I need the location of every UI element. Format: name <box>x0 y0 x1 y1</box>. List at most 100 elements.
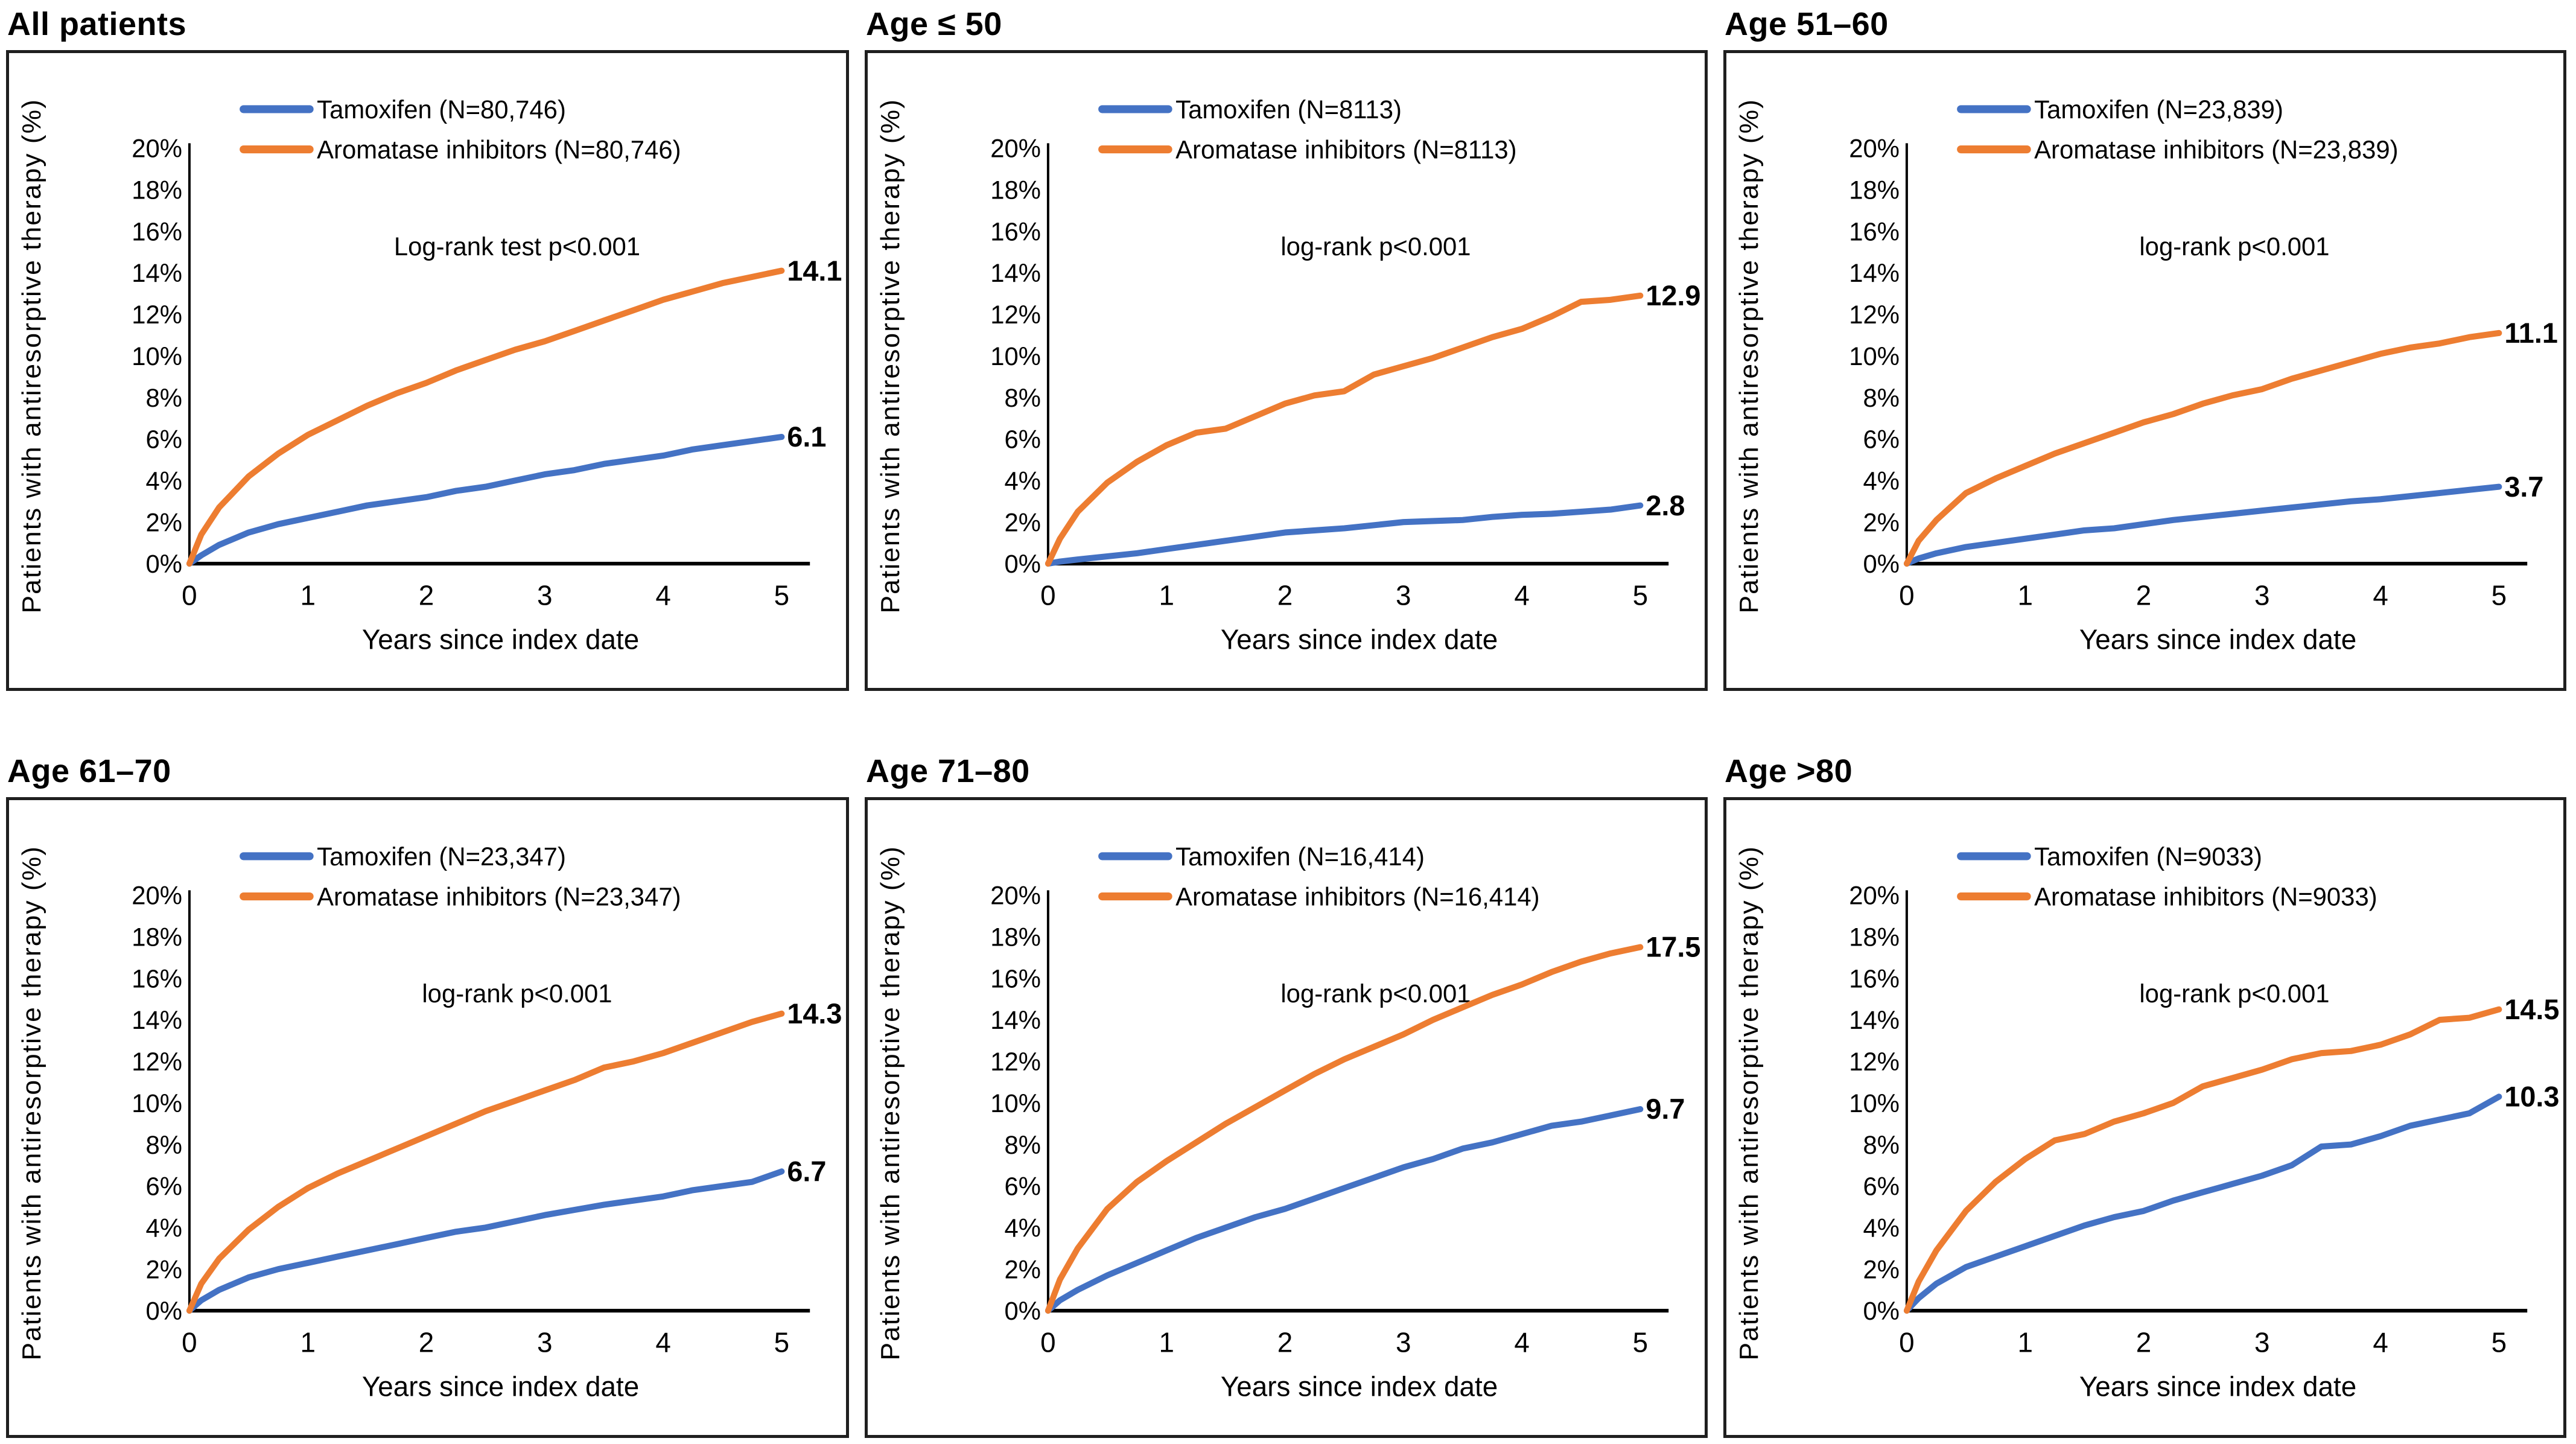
y-tick-label: 4% <box>1004 466 1040 495</box>
y-axis-title: Patients with antiresorptive therapy (%) <box>1734 98 1764 613</box>
x-tick-label: 3 <box>2254 579 2269 611</box>
x-tick-label: 3 <box>1396 579 1411 611</box>
x-tick-label: 5 <box>774 579 789 611</box>
y-tick-label: 2% <box>145 1255 182 1283</box>
y-tick-label: 20% <box>132 134 182 162</box>
curve-aromatase_inhibitors <box>186 267 785 567</box>
panel-title: Age 71–80 <box>866 753 1030 789</box>
x-tick-label: 0 <box>1040 579 1055 611</box>
plot-box: Patients with antiresorptive therapy (%)… <box>6 797 849 1438</box>
end-value-label-aromatase_inhibitors: 14.1 <box>787 254 842 286</box>
y-tick-label: 4% <box>145 466 182 495</box>
legend-label-tamoxifen: Tamoxifen (N=8113) <box>1175 95 1402 123</box>
y-tick-label: 8% <box>145 383 182 412</box>
plot-svg: Patients with antiresorptive therapy (%)… <box>876 95 1700 655</box>
legend-label-aromatase_inhibitors: Aromatase inhibitors (N=23,839) <box>2034 135 2398 164</box>
y-tick-label: 8% <box>1863 383 1899 412</box>
legend-label-tamoxifen: Tamoxifen (N=23,347) <box>317 842 566 870</box>
x-tick-label: 0 <box>182 1326 197 1358</box>
y-tick-label: 16% <box>1849 217 1900 246</box>
y-tick-label: 12% <box>132 300 182 328</box>
y-tick-label: 2% <box>1004 508 1040 536</box>
y-tick-label: 4% <box>1863 1213 1899 1242</box>
end-value-label-tamoxifen: 2.8 <box>1646 489 1685 521</box>
plot-box: Patients with antiresorptive therapy (%)… <box>865 797 1708 1438</box>
y-tick-label: 10% <box>132 1089 182 1117</box>
legend-label-aromatase_inhibitors: Aromatase inhibitors (N=23,347) <box>317 882 681 911</box>
x-tick-label: 2 <box>419 1326 434 1358</box>
curve-tamoxifen <box>186 433 785 567</box>
y-axis-title: Patients with antiresorptive therapy (%) <box>17 98 46 613</box>
y-tick-label: 6% <box>1004 1172 1040 1200</box>
y-tick-label: 6% <box>145 425 182 453</box>
x-tick-label: 5 <box>774 1326 789 1358</box>
curve-aromatase_inhibitors <box>1903 1006 2502 1314</box>
x-tick-label: 5 <box>1633 579 1648 611</box>
y-tick-label: 2% <box>1004 1255 1040 1283</box>
x-tick-label: 3 <box>537 1326 552 1358</box>
y-tick-label: 20% <box>1849 881 1900 909</box>
end-value-label-aromatase_inhibitors: 14.3 <box>787 997 842 1029</box>
log-rank-label: log-rank p<0.001 <box>1280 979 1471 1008</box>
y-tick-label: 20% <box>990 881 1041 909</box>
y-tick-label: 10% <box>1849 1089 1900 1117</box>
y-tick-label: 18% <box>990 923 1041 951</box>
x-tick-label: 2 <box>1277 1326 1293 1358</box>
y-tick-label: 6% <box>1004 425 1040 453</box>
y-tick-label: 18% <box>990 176 1041 204</box>
end-value-label-aromatase_inhibitors: 11.1 <box>2504 316 2558 348</box>
x-tick-label: 5 <box>1633 1326 1648 1358</box>
y-tick-label: 8% <box>145 1130 182 1159</box>
y-tick-label: 2% <box>1863 508 1899 536</box>
y-axis-title: Patients with antiresorptive therapy (%) <box>17 845 46 1360</box>
x-tick-label: 4 <box>655 1326 670 1358</box>
y-tick-label: 16% <box>132 964 182 993</box>
x-tick-label: 1 <box>1159 1326 1174 1358</box>
legend-label-tamoxifen: Tamoxifen (N=80,746) <box>317 95 566 123</box>
y-tick-label: 14% <box>132 1006 182 1034</box>
log-rank-label: log-rank p<0.001 <box>2139 232 2329 261</box>
y-tick-label: 6% <box>145 1172 182 1200</box>
x-tick-label: 2 <box>419 579 434 611</box>
y-tick-label: 14% <box>990 259 1041 287</box>
legend-label-tamoxifen: Tamoxifen (N=23,839) <box>2034 95 2283 123</box>
x-tick-label: 1 <box>2017 1326 2032 1358</box>
x-tick-label: 2 <box>2136 1326 2151 1358</box>
y-tick-label: 0% <box>1004 550 1040 578</box>
curve-aromatase_inhibitors <box>1903 329 2502 567</box>
curve-tamoxifen <box>1045 1105 1644 1314</box>
panel-title: Age ≤ 50 <box>866 6 1002 42</box>
x-tick-label: 2 <box>2136 579 2151 611</box>
y-axis-title: Patients with antiresorptive therapy (%) <box>876 845 905 1360</box>
y-tick-label: 10% <box>990 1089 1041 1117</box>
end-value-label-aromatase_inhibitors: 17.5 <box>1646 930 1700 962</box>
end-value-label-tamoxifen: 6.1 <box>787 421 826 453</box>
curve-tamoxifen <box>1045 502 1644 567</box>
plot-svg: Patients with antiresorptive therapy (%)… <box>17 842 842 1402</box>
end-value-label-tamoxifen: 9.7 <box>1646 1093 1685 1125</box>
legend-label-tamoxifen: Tamoxifen (N=9033) <box>2034 842 2262 870</box>
y-axis-title: Patients with antiresorptive therapy (%) <box>1734 845 1764 1360</box>
y-tick-label: 20% <box>1849 134 1900 162</box>
x-tick-label: 3 <box>2254 1326 2269 1358</box>
end-value-label-tamoxifen: 6.7 <box>787 1155 826 1187</box>
x-tick-label: 3 <box>1396 1326 1411 1358</box>
y-tick-label: 6% <box>1863 1172 1899 1200</box>
y-axis-title: Patients with antiresorptive therapy (%) <box>876 98 905 613</box>
curve-aromatase_inhibitors <box>1045 292 1644 567</box>
x-axis-title: Years since index date <box>1221 1370 1498 1402</box>
curve-tamoxifen <box>1903 1093 2502 1314</box>
x-tick-label: 0 <box>1899 1326 1914 1358</box>
x-axis-title: Years since index date <box>2079 1370 2356 1402</box>
x-axis-title: Years since index date <box>2079 623 2356 655</box>
y-tick-label: 12% <box>132 1047 182 1075</box>
y-tick-label: 12% <box>990 1047 1041 1075</box>
log-rank-label: log-rank p<0.001 <box>2139 979 2329 1008</box>
curve-aromatase_inhibitors <box>186 1010 785 1314</box>
y-tick-label: 16% <box>132 217 182 246</box>
x-axis-title: Years since index date <box>362 1370 639 1402</box>
y-tick-label: 12% <box>1849 300 1900 328</box>
legend-label-aromatase_inhibitors: Aromatase inhibitors (N=8113) <box>1175 135 1516 164</box>
panel-age-51-60: Age 51–60 Patients with antiresorptive t… <box>1717 0 2576 722</box>
